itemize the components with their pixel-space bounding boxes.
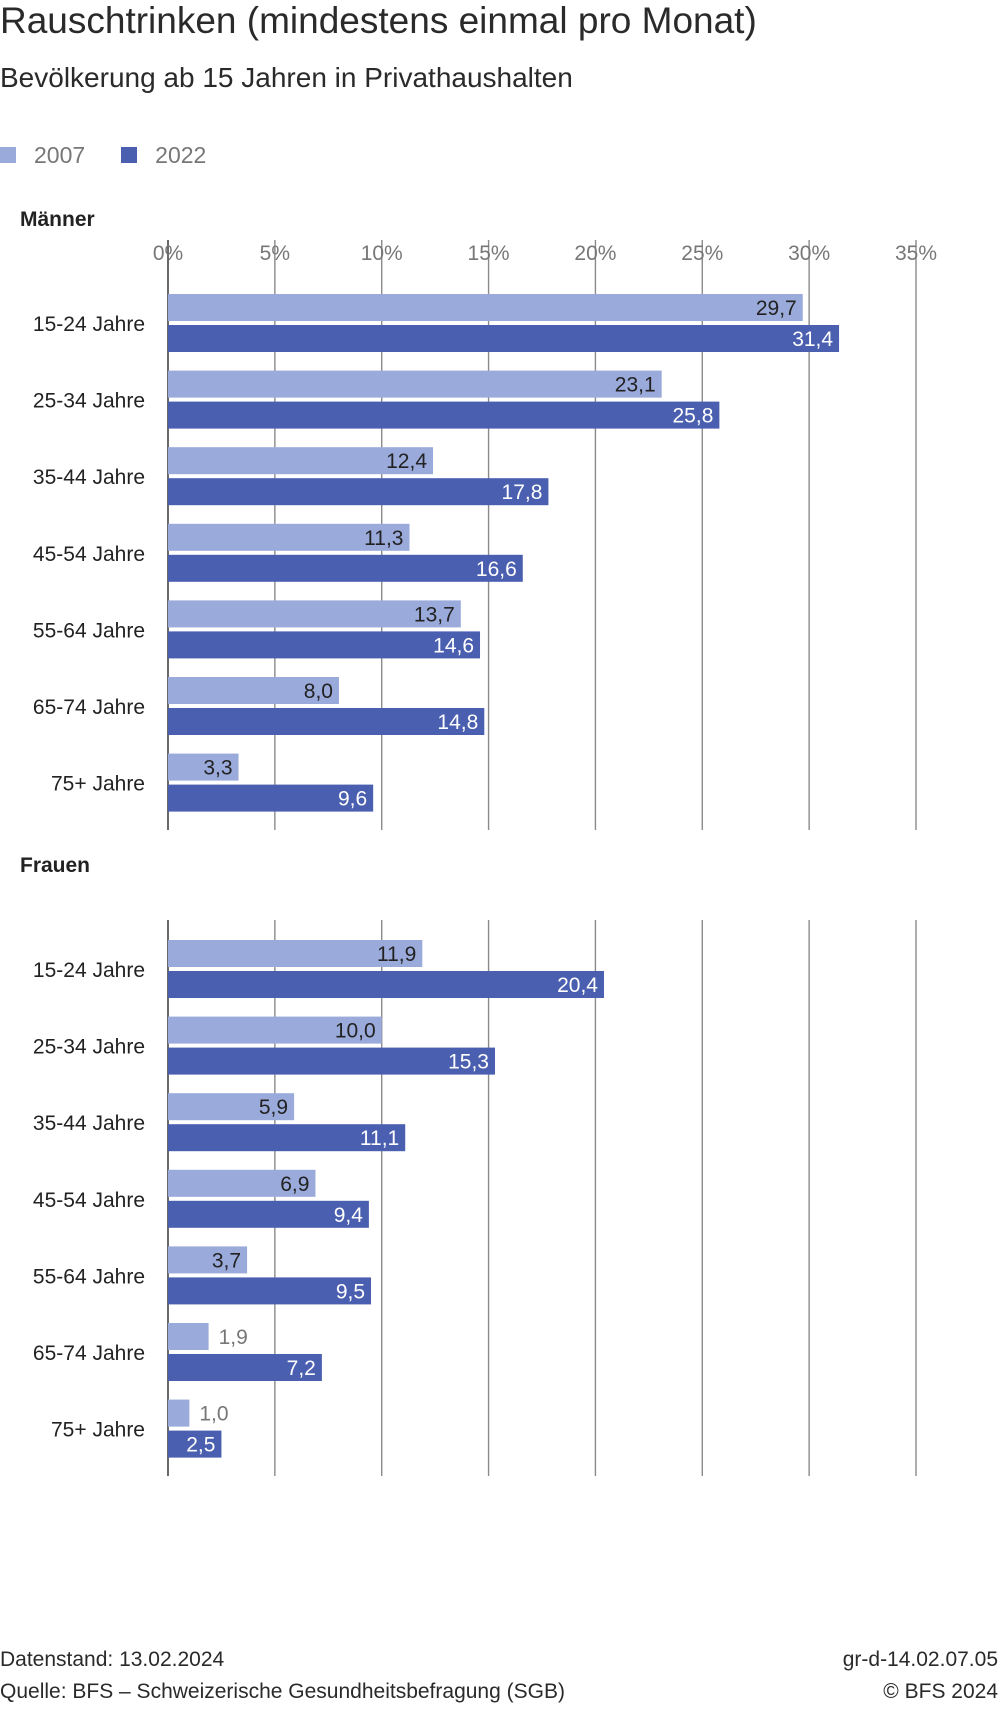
bar-2022	[168, 708, 485, 735]
bar-2007	[168, 1246, 248, 1274]
panel-label-frauen: Frauen	[20, 854, 90, 877]
bar-2022	[168, 1047, 495, 1075]
footer-source: Quelle: BFS – Schweizerische Gesundheits…	[0, 1680, 565, 1703]
data-label-2022: 9,5	[336, 1280, 365, 1303]
x-tick-label: 35%	[895, 242, 937, 265]
bar-2007	[168, 753, 239, 781]
x-tick-label: 30%	[788, 242, 830, 265]
category-label: 75+ Jahre	[51, 773, 145, 796]
bar-2022	[168, 1124, 406, 1152]
data-label-2022: 9,6	[338, 788, 367, 811]
legend-item-2022: 2022	[121, 142, 206, 169]
bar-2007	[168, 370, 662, 398]
data-label-2022: 2,5	[186, 1434, 215, 1457]
data-label-2022: 25,8	[673, 405, 714, 428]
footer-datenstand: Datenstand: 13.02.2024	[0, 1648, 225, 1671]
data-label-2007: 3,7	[212, 1249, 241, 1272]
category-label: 65-74 Jahre	[33, 1342, 145, 1365]
data-label-2007: 11,9	[377, 943, 416, 966]
footer-copyright: © BFS 2024	[883, 1680, 998, 1703]
data-label-2022: 7,2	[287, 1357, 316, 1380]
data-label-2007: 29,7	[756, 297, 797, 320]
bar-2022	[168, 554, 523, 582]
data-label-2007: 23,1	[615, 374, 656, 397]
data-label-2022: 14,8	[437, 711, 478, 734]
data-label-2022: 15,3	[448, 1051, 489, 1074]
x-tick-label: 0%	[153, 242, 183, 265]
bar-2007	[168, 600, 461, 628]
legend-label-2007: 2007	[34, 141, 86, 168]
legend-swatch-2022	[121, 147, 138, 163]
bar-2007	[168, 447, 434, 475]
chart-subtitle: Bevölkerung ab 15 Jahren in Privathausha…	[0, 62, 573, 93]
bar-2007	[168, 677, 339, 704]
data-label-2022: 14,6	[433, 634, 474, 657]
category-label: 25-34 Jahre	[33, 1036, 145, 1059]
chart-title: Rauschtrinken (mindestens einmal pro Mon…	[0, 0, 757, 41]
bar-2007	[168, 294, 803, 321]
footer-code: gr-d-14.02.07.05	[842, 1648, 998, 1671]
category-label: 45-54 Jahre	[33, 543, 145, 566]
data-label-2007: 1,0	[199, 1403, 228, 1426]
data-label-2022: 31,4	[792, 328, 833, 351]
bar-2022	[168, 401, 720, 429]
x-tick-label: 15%	[468, 242, 510, 265]
category-label: 55-64 Jahre	[33, 619, 145, 642]
bar-2022	[168, 478, 549, 506]
data-label-2007: 10,0	[335, 1020, 376, 1043]
bar-2007	[168, 1399, 190, 1427]
legend-swatch-2007	[0, 147, 16, 163]
category-label: 45-54 Jahre	[33, 1189, 145, 1212]
data-label-2022: 20,4	[557, 974, 598, 997]
panel-label-männer: Männer	[20, 208, 95, 231]
data-label-2007: 12,4	[386, 450, 427, 473]
legend: 2007 2022	[0, 140, 242, 170]
data-label-2007: 5,9	[259, 1096, 288, 1119]
x-tick-label: 5%	[260, 242, 290, 265]
category-label: 15-24 Jahre	[33, 313, 145, 336]
category-label: 55-64 Jahre	[33, 1265, 145, 1288]
data-label-2007: 13,7	[414, 603, 455, 626]
x-tick-label: 20%	[574, 242, 616, 265]
category-label: 15-24 Jahre	[33, 959, 145, 982]
data-label-2022: 9,4	[334, 1204, 364, 1227]
x-tick-label: 25%	[681, 242, 723, 265]
bar-2007	[168, 523, 410, 551]
bar-2022	[168, 631, 481, 659]
bar-2007	[168, 940, 423, 967]
bar-2022	[168, 1354, 322, 1381]
bar-2022	[168, 1277, 372, 1305]
bar-2022	[168, 1430, 222, 1458]
category-label: 35-44 Jahre	[33, 466, 145, 489]
data-label-2007: 11,3	[364, 527, 403, 550]
bar-2022	[168, 784, 374, 812]
bar-chart: Männer 0% 5% 10% 15% 20% 25% 30% 35% 15-24 Jahre 2…	[20, 208, 937, 1476]
data-label-2007: 8,0	[304, 680, 333, 703]
data-label-2007: 1,9	[219, 1326, 248, 1349]
category-label: 25-34 Jahre	[33, 390, 145, 413]
data-label-2022: 17,8	[502, 481, 543, 504]
bar-2007	[168, 1093, 295, 1121]
legend-item-2007: 2007	[0, 142, 85, 169]
bar-2007	[168, 1016, 382, 1044]
category-label: 65-74 Jahre	[33, 696, 145, 719]
data-label-2022: 16,6	[476, 558, 517, 581]
legend-label-2022: 2022	[155, 141, 207, 168]
data-label-2007: 3,3	[203, 757, 232, 780]
data-label-2022: 11,1	[360, 1127, 399, 1150]
bar-2022	[168, 325, 840, 352]
data-label-2007: 6,9	[280, 1173, 309, 1196]
category-label: 75+ Jahre	[51, 1419, 145, 1442]
bar-2007	[168, 1323, 209, 1350]
bar-2007	[168, 1169, 316, 1197]
category-label: 35-44 Jahre	[33, 1112, 145, 1135]
bar-2022	[168, 971, 604, 998]
x-tick-label: 10%	[361, 242, 403, 265]
bar-2022	[168, 1200, 369, 1228]
